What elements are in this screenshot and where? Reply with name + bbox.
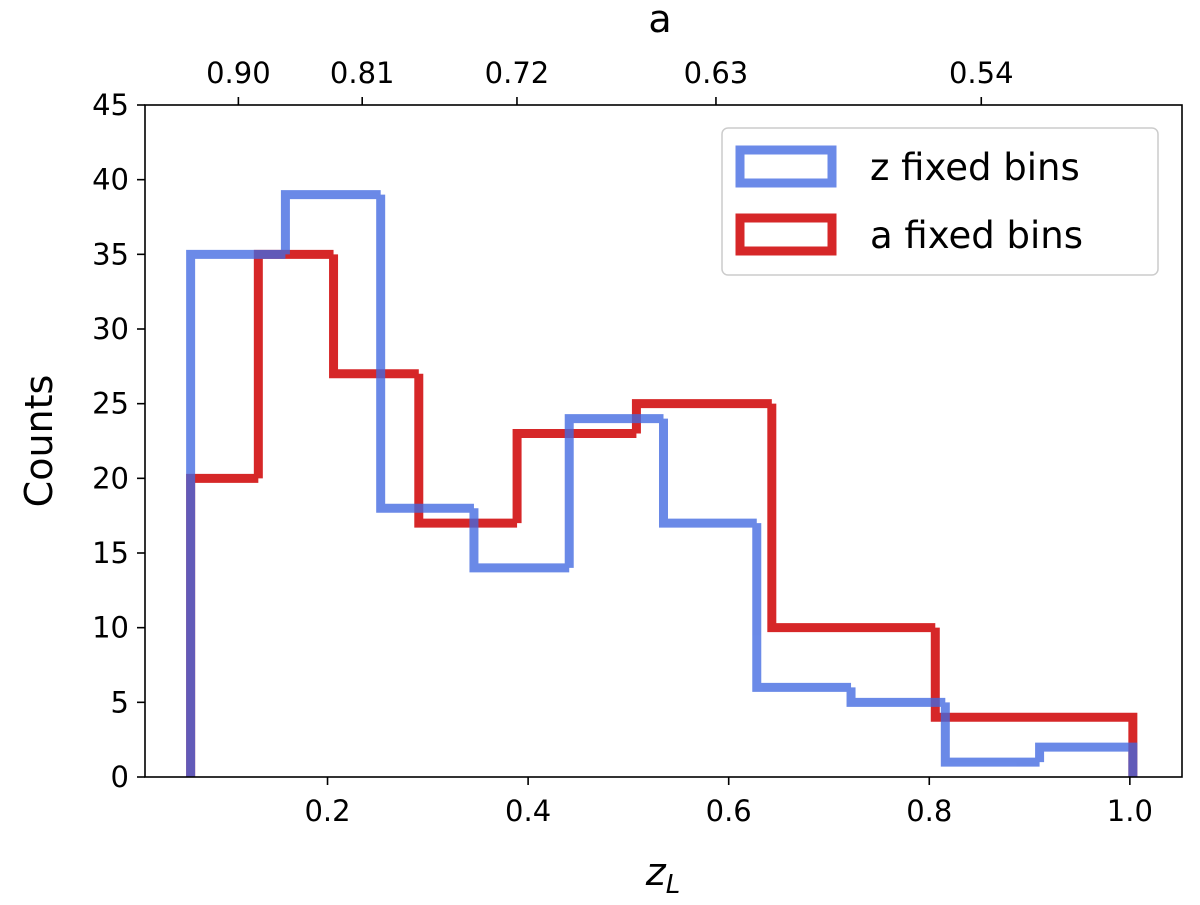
legend-swatch: [735, 213, 837, 256]
legend-label: z fixed bins: [870, 146, 1080, 189]
histogram-step: [280, 190, 381, 255]
y-tick-label: 40: [92, 163, 129, 197]
histogram-step: [414, 373, 518, 528]
y-tick-label: 35: [92, 237, 129, 271]
x-tick-label: 0.8: [906, 794, 952, 828]
y-tick-label: 30: [92, 312, 129, 346]
top-tick-label: 0.63: [684, 56, 749, 90]
histogram-step: [253, 249, 334, 479]
histogram-step: [1035, 742, 1138, 777]
x-tick-label: 1.0: [1107, 794, 1153, 828]
y-tick-label: 10: [92, 611, 129, 645]
histogram-step: [469, 508, 570, 573]
histogram-step: [512, 429, 637, 524]
histogram-step: [846, 687, 946, 707]
histogram-step: [186, 249, 286, 777]
top-tick-label: 0.72: [485, 56, 550, 90]
histogram-step: [930, 627, 1138, 777]
histogram-step: [631, 399, 772, 434]
histogram-step: [329, 254, 419, 379]
y-tick-label: 20: [92, 461, 129, 495]
x-tick-label: 0.6: [706, 794, 752, 828]
legend-swatch: [735, 145, 837, 188]
histogram-step: [767, 403, 936, 633]
histogram-step: [940, 702, 1040, 767]
histogram-series: [186, 190, 1138, 777]
x-label-base: z: [645, 850, 667, 894]
histogram-step: [564, 414, 664, 568]
x-label-subscript: L: [666, 870, 681, 900]
top-tick-label: 0.54: [949, 56, 1014, 90]
y-tick-label: 25: [92, 387, 129, 421]
top-axis-label: a: [648, 0, 671, 41]
histogram-step: [752, 523, 852, 692]
x-tick-label: 0.4: [505, 794, 551, 828]
top-tick-label: 0.81: [330, 56, 395, 90]
legend-label: a fixed bins: [870, 214, 1083, 257]
y-axis-label: Counts: [17, 375, 61, 508]
histogram-step: [186, 473, 259, 777]
top-tick-label: 0.90: [206, 56, 271, 90]
y-tick-label: 15: [92, 536, 129, 570]
x-tick-label: 0.2: [304, 794, 350, 828]
y-tick-label: 5: [111, 685, 129, 719]
plot-frame: [144, 104, 1183, 778]
y-tick-label: 0: [111, 760, 129, 794]
histogram-step: [376, 194, 474, 513]
histogram-step: [659, 418, 757, 528]
histogram-series: [186, 249, 1138, 777]
x-axis-label: zL: [645, 850, 680, 900]
y-tick-label: 45: [92, 88, 129, 122]
